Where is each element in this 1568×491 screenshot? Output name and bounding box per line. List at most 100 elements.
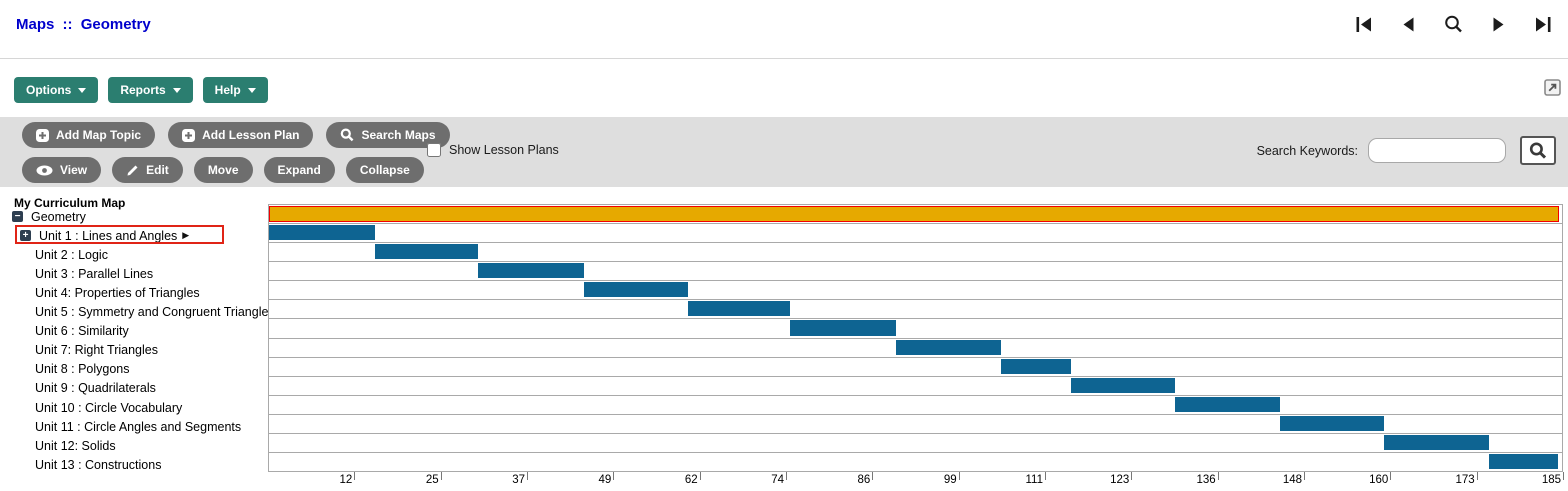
- tree-item-unit-6[interactable]: Unit 6 : Similarity: [35, 322, 129, 341]
- tree-item-unit-12[interactable]: Unit 12: Solids: [35, 436, 116, 455]
- gantt-bar-unit-1[interactable]: [269, 225, 375, 241]
- axis-tick-label: 185: [1541, 474, 1561, 486]
- tree-item-unit-5[interactable]: Unit 5 : Symmetry and Congruent Triangle…: [35, 303, 275, 322]
- gantt-bar-unit-9[interactable]: [1070, 377, 1176, 393]
- menu-reports-button[interactable]: Reports: [108, 77, 193, 103]
- gantt-bar-unit-7[interactable]: [895, 339, 1001, 355]
- axis-tick: [1304, 472, 1305, 480]
- go-last-icon[interactable]: [1533, 14, 1554, 35]
- tree-item-unit-9[interactable]: Unit 9 : Quadrilaterals: [35, 379, 156, 398]
- tree-item-label: Unit 5 : Symmetry and Congruent Triangle…: [35, 305, 275, 319]
- gantt-row-unit-7: [269, 338, 1562, 358]
- keyword-search-group: Search Keywords:: [1257, 136, 1556, 165]
- gantt-bar-unit-6[interactable]: [790, 320, 896, 336]
- search-keywords-button[interactable]: [1520, 136, 1556, 165]
- tree-item-unit-4[interactable]: Unit 4: Properties of Triangles: [35, 283, 200, 302]
- plus-square-icon: [182, 128, 196, 142]
- move-button[interactable]: Move: [193, 157, 253, 183]
- gantt-row-unit-1: [269, 224, 1562, 244]
- collapse-node-icon[interactable]: −: [12, 211, 23, 222]
- gantt-row-unit-10: [269, 395, 1562, 415]
- page-title: Geometry: [80, 16, 151, 33]
- tree-item-unit-10[interactable]: Unit 10 : Circle Vocabulary: [35, 398, 182, 417]
- tree-item-label: Unit 1 : Lines and Angles: [39, 228, 178, 243]
- gantt-bar-unit-11[interactable]: [1279, 415, 1385, 431]
- add-map-topic-button[interactable]: Add Map Topic: [22, 122, 156, 148]
- gantt-bar-unit-5[interactable]: [687, 301, 791, 317]
- axis-tick-label: 12: [339, 474, 353, 486]
- tree-item-label: Unit 12: Solids: [35, 438, 116, 453]
- gantt-row-unit-6: [269, 319, 1562, 339]
- tree-item-unit-1[interactable]: + Unit 1 : Lines and Angles ▶: [20, 226, 189, 245]
- tree-item-label: Unit 7: Right Triangles: [35, 343, 158, 358]
- gantt-row-unit-2: [269, 243, 1562, 263]
- menu-options-button[interactable]: Options: [14, 77, 99, 103]
- tree-item-label: Unit 13 : Constructions: [35, 457, 162, 472]
- edit-button[interactable]: Edit: [112, 157, 183, 183]
- axis-tick-label: 86: [857, 474, 871, 486]
- gantt-axis: 12 25 37 49 62 74 86 99 111 123 136 148 160 173 185: [268, 472, 1564, 490]
- go-previous-icon[interactable]: [1398, 14, 1419, 35]
- view-button[interactable]: View: [22, 157, 102, 183]
- show-lesson-plans-checkbox[interactable]: [427, 143, 441, 157]
- tree-item-unit-7[interactable]: Unit 7: Right Triangles: [35, 341, 158, 360]
- axis-tick: [613, 472, 615, 480]
- tree-item-unit-2[interactable]: Unit 2 : Logic: [35, 245, 108, 264]
- axis-tick: [527, 472, 528, 480]
- gantt-bar-unit-12[interactable]: [1384, 434, 1490, 451]
- tree-item-unit-13[interactable]: Unit 13 : Constructions: [35, 455, 161, 474]
- gantt-bar-geometry[interactable]: [269, 206, 1559, 223]
- search-icon[interactable]: [1443, 14, 1464, 35]
- tree-item-unit-3[interactable]: Unit 3 : Parallel Lines: [35, 264, 153, 283]
- toolbar-row-1: Add Map Topic Add Lesson Plan Search Maps: [22, 122, 450, 148]
- axis-tick-label: 111: [1025, 474, 1043, 486]
- menu-bar: Options Reports Help: [14, 77, 268, 103]
- toolbar-row-2: View Edit Move Expand Collapse: [22, 157, 424, 183]
- go-next-icon[interactable]: [1488, 14, 1509, 35]
- breadcrumb-maps-link[interactable]: Maps: [16, 16, 55, 33]
- gantt-bar-unit-4[interactable]: [583, 282, 688, 298]
- open-new-window-icon[interactable]: [1544, 79, 1561, 96]
- gantt-row-geometry: [269, 205, 1562, 225]
- axis-tick: [958, 472, 960, 480]
- axis-tick-label: 148: [1282, 474, 1302, 486]
- gantt-row-unit-9: [269, 376, 1562, 396]
- tree-item-unit-11[interactable]: Unit 11 : Circle Angles and Segments: [35, 417, 241, 436]
- gantt-bar-unit-10[interactable]: [1175, 396, 1280, 412]
- expand-button[interactable]: Expand: [263, 157, 335, 183]
- menu-help-button[interactable]: Help: [202, 77, 268, 103]
- tree-item-label: Unit 10 : Circle Vocabulary: [35, 400, 183, 415]
- axis-tick-label: 173: [1455, 474, 1475, 486]
- dropdown-caret-icon: [172, 87, 181, 93]
- gantt-row-unit-5: [269, 300, 1562, 320]
- tree-item-label: Unit 3 : Parallel Lines: [35, 266, 154, 281]
- action-toolbar: Add Map Topic Add Lesson Plan Search Maps …: [0, 117, 1568, 187]
- gantt-bar-unit-8[interactable]: [1000, 358, 1071, 374]
- plus-square-icon: [36, 128, 49, 142]
- add-lesson-plan-button[interactable]: Add Lesson Plan: [168, 122, 314, 148]
- menu-button-label: Options: [26, 83, 72, 97]
- curriculum-gantt-chart: [268, 204, 1563, 473]
- magnifier-icon: [1529, 142, 1547, 159]
- gantt-bar-unit-2[interactable]: [374, 244, 478, 260]
- axis-tick: [1563, 472, 1564, 480]
- go-first-icon[interactable]: [1353, 14, 1374, 35]
- search-keywords-input[interactable]: [1368, 138, 1506, 163]
- tree-item-geometry[interactable]: − Geometry: [12, 207, 86, 226]
- button-label: Search Maps: [361, 128, 436, 142]
- tree-item-unit-8[interactable]: Unit 8 : Polygons: [35, 360, 130, 379]
- axis-tick-label: 136: [1196, 474, 1216, 486]
- axis-tick-label: 123: [1110, 474, 1130, 486]
- axis-tick: [1131, 472, 1133, 480]
- tree-item-label: Unit 8 : Polygons: [35, 362, 130, 377]
- gantt-row-unit-11: [269, 414, 1562, 434]
- search-keywords-label: Search Keywords:: [1256, 143, 1358, 158]
- gantt-bar-unit-3[interactable]: [477, 263, 584, 279]
- gantt-bar-unit-13[interactable]: [1489, 454, 1558, 470]
- tree-item-label: Unit 6 : Similarity: [35, 324, 129, 339]
- menu-button-label: Help: [214, 83, 241, 97]
- axis-tick-label: 25: [425, 474, 439, 486]
- collapse-button[interactable]: Collapse: [345, 157, 424, 183]
- expand-node-icon[interactable]: +: [20, 230, 31, 242]
